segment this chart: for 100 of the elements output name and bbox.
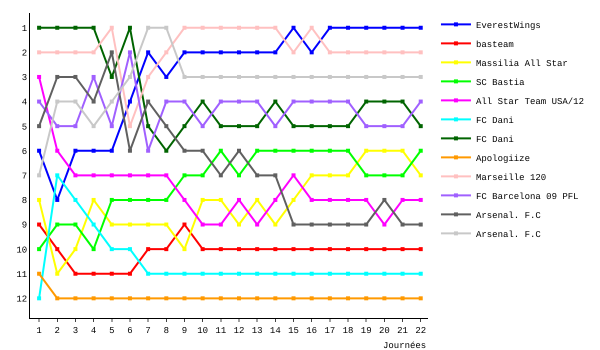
point xyxy=(92,50,96,54)
point xyxy=(92,148,96,153)
point xyxy=(73,50,78,54)
point xyxy=(292,247,296,252)
point xyxy=(346,272,350,276)
point xyxy=(37,148,42,153)
point xyxy=(310,50,314,54)
legend-label: All Star Team USA/12 xyxy=(476,96,584,107)
point xyxy=(273,148,278,153)
point xyxy=(110,100,114,104)
point xyxy=(418,296,423,300)
point xyxy=(55,198,60,202)
point xyxy=(273,50,278,54)
point xyxy=(382,247,386,252)
point xyxy=(292,26,296,30)
point xyxy=(364,74,368,79)
point xyxy=(364,50,368,54)
point xyxy=(37,272,42,276)
point xyxy=(255,26,260,30)
x-axis-title: Journées xyxy=(383,341,426,350)
point xyxy=(92,26,96,30)
point xyxy=(200,100,205,104)
point xyxy=(73,247,78,252)
point xyxy=(200,74,205,79)
point xyxy=(400,50,405,54)
point xyxy=(237,124,241,128)
point xyxy=(218,100,223,104)
point xyxy=(146,247,150,252)
point xyxy=(346,50,350,54)
x-tick-label: 15 xyxy=(288,326,299,336)
point xyxy=(328,100,332,104)
point xyxy=(237,198,241,202)
point xyxy=(273,124,278,128)
point xyxy=(164,100,168,104)
point xyxy=(328,272,332,276)
point xyxy=(382,173,386,178)
point xyxy=(73,173,78,178)
point xyxy=(92,198,96,202)
x-tick-label: 20 xyxy=(378,326,390,336)
point xyxy=(400,173,405,178)
point xyxy=(73,272,78,276)
point xyxy=(382,272,386,276)
point xyxy=(310,296,314,300)
point xyxy=(218,148,223,153)
point xyxy=(218,198,223,202)
point xyxy=(128,296,132,300)
point xyxy=(146,100,150,104)
point xyxy=(237,173,241,178)
point xyxy=(292,74,296,79)
point xyxy=(218,247,223,252)
point xyxy=(128,124,132,128)
point xyxy=(164,173,168,178)
point xyxy=(55,222,60,227)
point xyxy=(346,247,350,252)
point xyxy=(73,148,78,153)
x-tick-label: 8 xyxy=(164,326,170,336)
point xyxy=(92,247,96,252)
point xyxy=(364,124,368,128)
point xyxy=(237,50,241,54)
point xyxy=(310,222,314,227)
point xyxy=(146,26,150,30)
y-tick-label: 10 xyxy=(16,245,28,256)
y-tick-label: 9 xyxy=(22,220,28,231)
point xyxy=(128,50,132,54)
point xyxy=(110,272,114,276)
point xyxy=(328,148,332,153)
x-tick-label: 22 xyxy=(415,326,426,336)
y-tick-label: 11 xyxy=(16,270,28,280)
legend-label: EverestWings xyxy=(476,20,541,31)
point xyxy=(73,198,78,202)
point xyxy=(164,247,168,252)
point xyxy=(92,272,96,276)
legend-label: basteam xyxy=(476,40,514,50)
point xyxy=(292,124,296,128)
point xyxy=(55,173,60,178)
point xyxy=(55,247,60,252)
point xyxy=(418,50,423,54)
point xyxy=(310,26,314,30)
point xyxy=(328,222,332,227)
point xyxy=(92,100,96,104)
point xyxy=(418,222,423,227)
point xyxy=(200,222,205,227)
point xyxy=(273,100,278,104)
point xyxy=(328,296,332,300)
x-tick-label: 14 xyxy=(270,326,281,336)
point xyxy=(146,148,150,153)
point xyxy=(37,100,42,104)
point xyxy=(164,124,168,128)
point xyxy=(273,247,278,252)
point xyxy=(182,100,186,104)
point xyxy=(182,74,186,79)
x-tick-label: 7 xyxy=(145,326,151,336)
point xyxy=(37,26,42,30)
point xyxy=(218,124,223,128)
point xyxy=(255,100,260,104)
point xyxy=(164,74,168,79)
point xyxy=(146,296,150,300)
point xyxy=(200,198,205,202)
legend-label: FC Barcelona 09 PFL xyxy=(476,192,579,202)
point xyxy=(382,148,386,153)
